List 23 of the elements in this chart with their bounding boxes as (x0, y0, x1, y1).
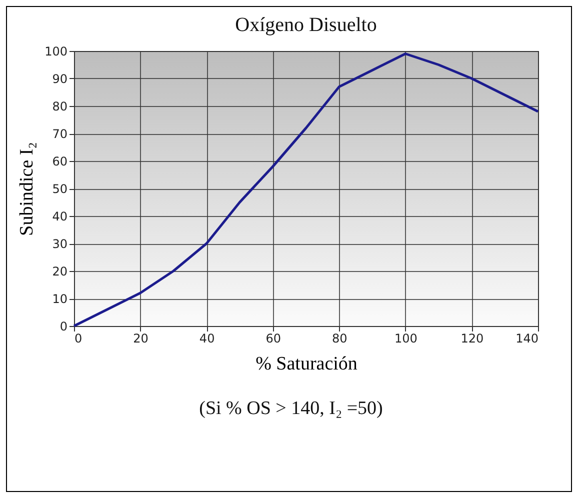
y-tick-label: 80 (52, 100, 68, 114)
x-tick-label: 0 (74, 332, 82, 346)
y-tick-label: 60 (52, 154, 68, 168)
x-axis-title: % Saturación (256, 354, 358, 374)
chart-title: Oxígeno Disuelto (235, 14, 377, 36)
y-axis-title: Subindice I₂ (16, 142, 38, 236)
x-tick-label: 40 (199, 332, 215, 346)
x-tick-label: 80 (332, 332, 348, 346)
y-tick-label: 0 (60, 320, 68, 334)
x-tick-label: 60 (266, 332, 281, 346)
x-tick-label: 140 (516, 332, 538, 346)
y-tick-label: 90 (52, 72, 68, 86)
y-tick-label: 20 (52, 264, 68, 278)
x-tick-label: 100 (394, 332, 418, 346)
y-tick-label: 100 (44, 44, 68, 58)
y-tick-label: 70 (52, 127, 68, 141)
y-tick-label: 50 (52, 182, 68, 196)
x-tick-label: 120 (460, 332, 484, 346)
text: (Si % OS > 140, I₂ =50) (198, 398, 384, 420)
y-tick-label: 30 (52, 237, 68, 251)
x-tick-label: 20 (133, 332, 148, 346)
y-tick-label: 40 (52, 210, 68, 224)
y-tick-label: 10 (52, 292, 68, 306)
